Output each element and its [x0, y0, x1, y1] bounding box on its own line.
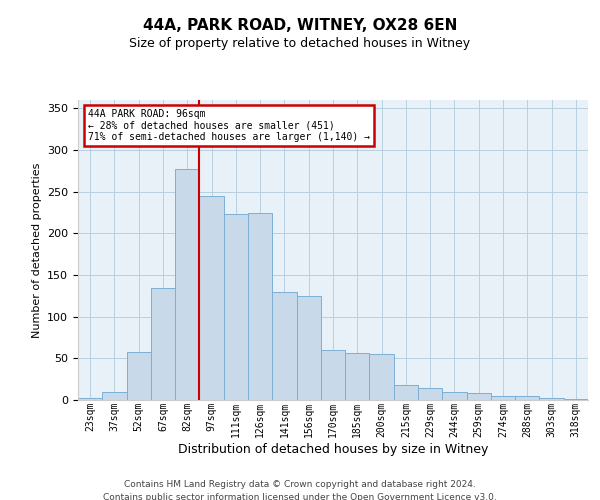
Bar: [442, 392, 467, 400]
Y-axis label: Number of detached properties: Number of detached properties: [32, 162, 41, 338]
Bar: [491, 396, 515, 400]
Bar: [78, 398, 102, 400]
Text: 44A PARK ROAD: 96sqm
← 28% of detached houses are smaller (451)
71% of semi-deta: 44A PARK ROAD: 96sqm ← 28% of detached h…: [88, 109, 370, 142]
Bar: [296, 296, 321, 400]
Bar: [199, 196, 224, 400]
Bar: [127, 352, 151, 400]
Bar: [370, 354, 394, 400]
Bar: [418, 388, 442, 400]
Bar: [321, 350, 345, 400]
Bar: [515, 396, 539, 400]
Bar: [394, 385, 418, 400]
Bar: [345, 352, 370, 400]
Bar: [539, 398, 564, 400]
Bar: [564, 399, 588, 400]
Bar: [151, 288, 175, 400]
Text: Size of property relative to detached houses in Witney: Size of property relative to detached ho…: [130, 38, 470, 51]
Bar: [467, 394, 491, 400]
Text: Distribution of detached houses by size in Witney: Distribution of detached houses by size …: [178, 442, 488, 456]
Text: Contains HM Land Registry data © Crown copyright and database right 2024.
Contai: Contains HM Land Registry data © Crown c…: [103, 480, 497, 500]
Bar: [175, 169, 199, 400]
Bar: [224, 214, 248, 400]
Bar: [102, 392, 127, 400]
Bar: [248, 212, 272, 400]
Text: 44A, PARK ROAD, WITNEY, OX28 6EN: 44A, PARK ROAD, WITNEY, OX28 6EN: [143, 18, 457, 32]
Bar: [272, 292, 296, 400]
